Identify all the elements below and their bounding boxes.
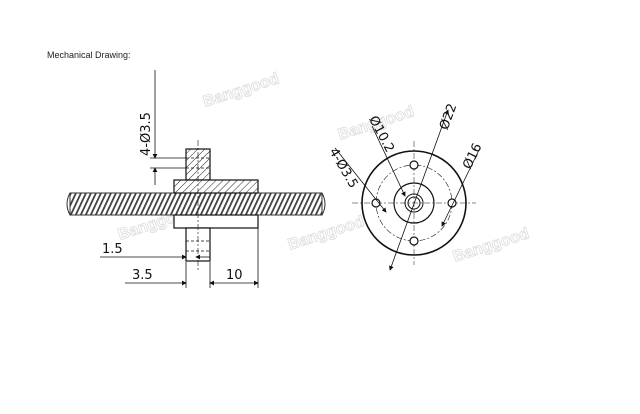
dim-holes-side-label: 4-Ø3.5 xyxy=(139,112,154,156)
bolt-hole xyxy=(409,236,419,246)
dim-holes-side: 4-Ø3.5 xyxy=(139,70,186,185)
dim-thickness-label: 3.5 xyxy=(132,268,153,283)
bolt-hole xyxy=(409,160,419,170)
dim-length-label: 10 xyxy=(226,268,243,283)
watermark-text: Banggood xyxy=(451,225,531,266)
dim-pcd-label: Ø16 xyxy=(460,141,485,172)
dim-outer-label: Ø22 xyxy=(437,102,460,132)
side-view: 4-Ø3.5 1.5 3.5 10 xyxy=(66,70,326,288)
lead-screw xyxy=(69,192,323,216)
dim-bottom: 3.5 10 xyxy=(125,228,259,288)
watermark-text: Banggood xyxy=(201,70,281,111)
nut-section xyxy=(173,140,259,270)
dim-flange-offset-label: 1.5 xyxy=(102,242,123,257)
drawing-heading: Mechanical Drawing: xyxy=(47,50,131,60)
dim-holes-front-label: 4-Ø3.5 xyxy=(326,146,361,191)
watermark-text: Banggood xyxy=(286,213,366,254)
dim-flange-offset: 1.5 xyxy=(100,242,210,260)
